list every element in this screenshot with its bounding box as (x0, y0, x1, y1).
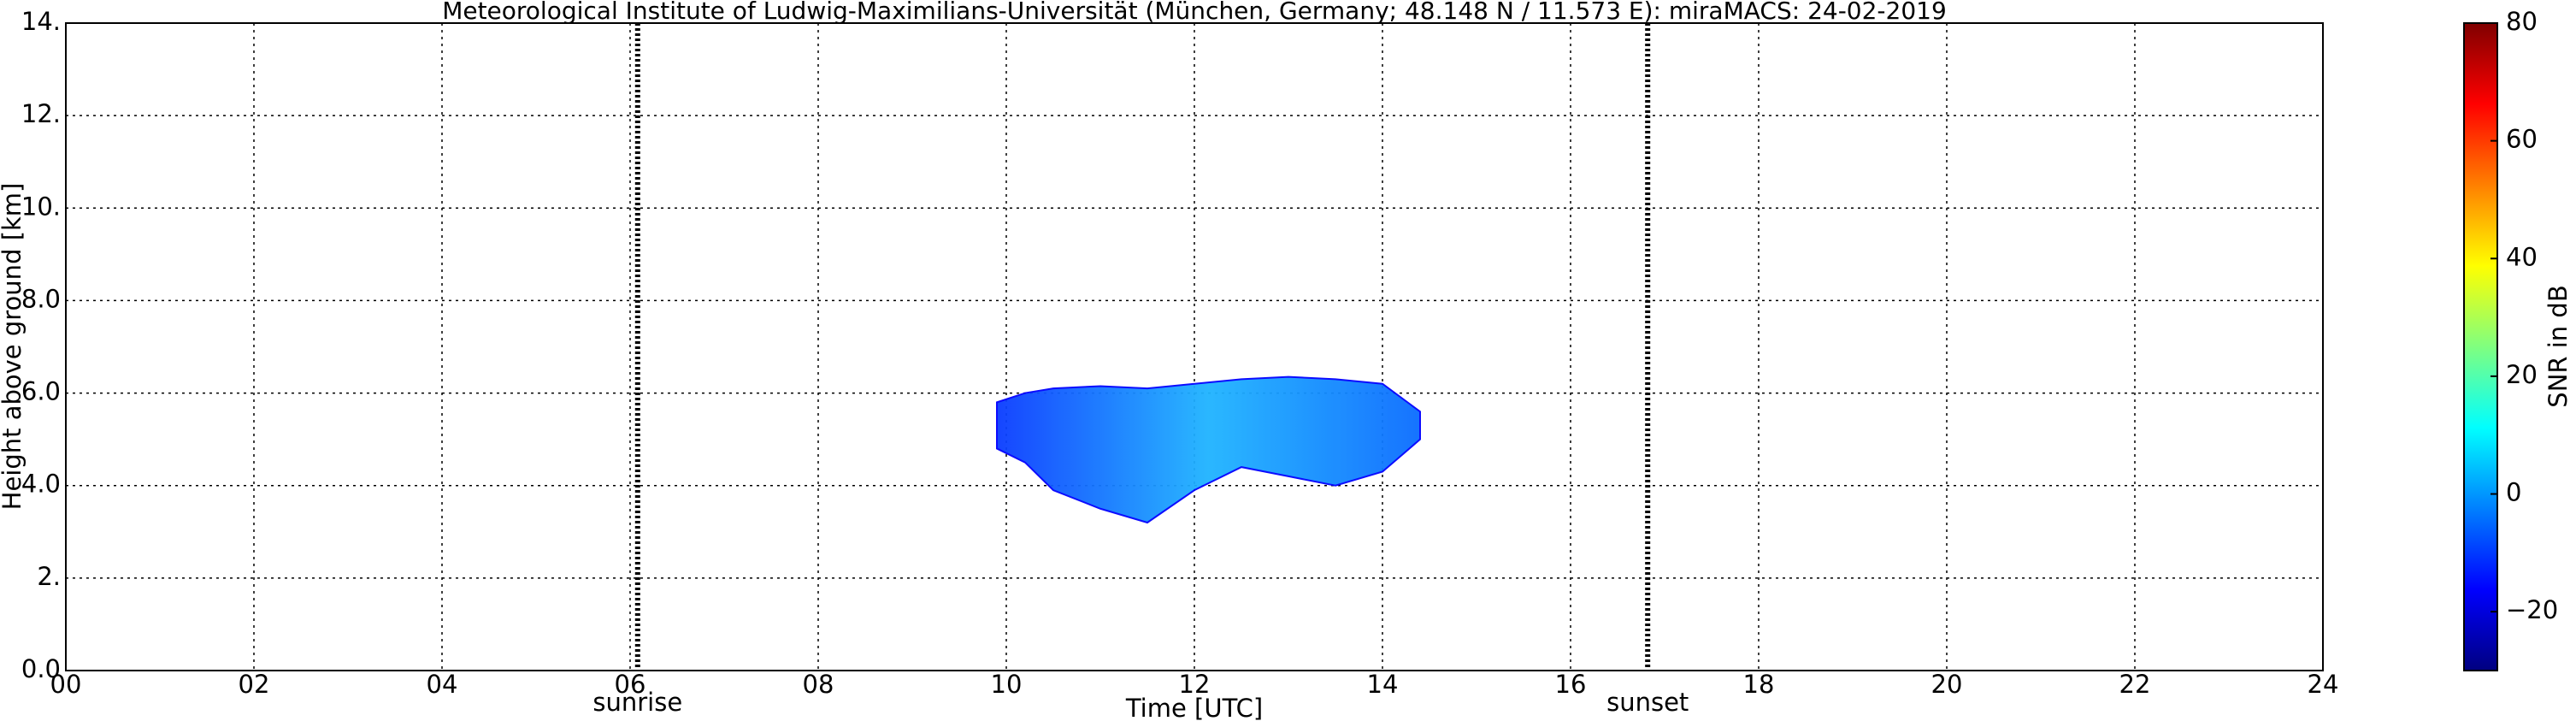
x-tick-label: 24 (2308, 670, 2339, 699)
event-label: sunrise (592, 688, 682, 717)
x-tick-label: 00 (50, 670, 82, 699)
colorbar-tick-label: 60 (2506, 125, 2538, 154)
x-tick-label: 16 (1555, 670, 1587, 699)
plot-frame (65, 22, 2324, 671)
colorbar-tick-label: 80 (2506, 7, 2538, 36)
colorbar (2463, 22, 2498, 671)
x-tick-label: 08 (803, 670, 834, 699)
x-tick-label: 22 (2119, 670, 2151, 699)
y-axis-label: Height above ground [km] (0, 183, 27, 511)
x-tick-label: 10 (991, 670, 1023, 699)
colorbar-tick-label: 20 (2506, 360, 2538, 389)
x-tick-label: 18 (1743, 670, 1775, 699)
y-tick-label: 10. (21, 192, 61, 221)
x-tick-label: 06 (615, 670, 646, 699)
y-tick-label: 0.0 (21, 654, 61, 683)
x-tick-label: 20 (1931, 670, 1963, 699)
y-tick-label: 14. (21, 7, 61, 36)
x-tick-label: 12 (1179, 670, 1211, 699)
colorbar-tick-label: 0 (2506, 478, 2521, 507)
x-tick-label: 02 (239, 670, 270, 699)
y-tick-label: 8.0 (21, 284, 61, 313)
event-label: sunset (1606, 688, 1689, 717)
x-tick-label: 14 (1367, 670, 1399, 699)
chart-title: Meteorological Institute of Ludwig-Maxim… (442, 0, 1947, 25)
colorbar-tick-label: 40 (2506, 242, 2538, 271)
echo-area (996, 375, 1421, 524)
x-axis-label: Time [UTC] (1125, 694, 1263, 723)
y-tick-label: 6.0 (21, 377, 61, 406)
colorbar-label: SNR in dB (2544, 285, 2573, 407)
x-tick-label: 04 (427, 670, 458, 699)
y-tick-label: 4.0 (21, 470, 61, 499)
colorbar-tick-label: −20 (2506, 595, 2558, 624)
y-tick-label: 2. (37, 562, 61, 591)
y-tick-label: 12. (21, 99, 61, 128)
